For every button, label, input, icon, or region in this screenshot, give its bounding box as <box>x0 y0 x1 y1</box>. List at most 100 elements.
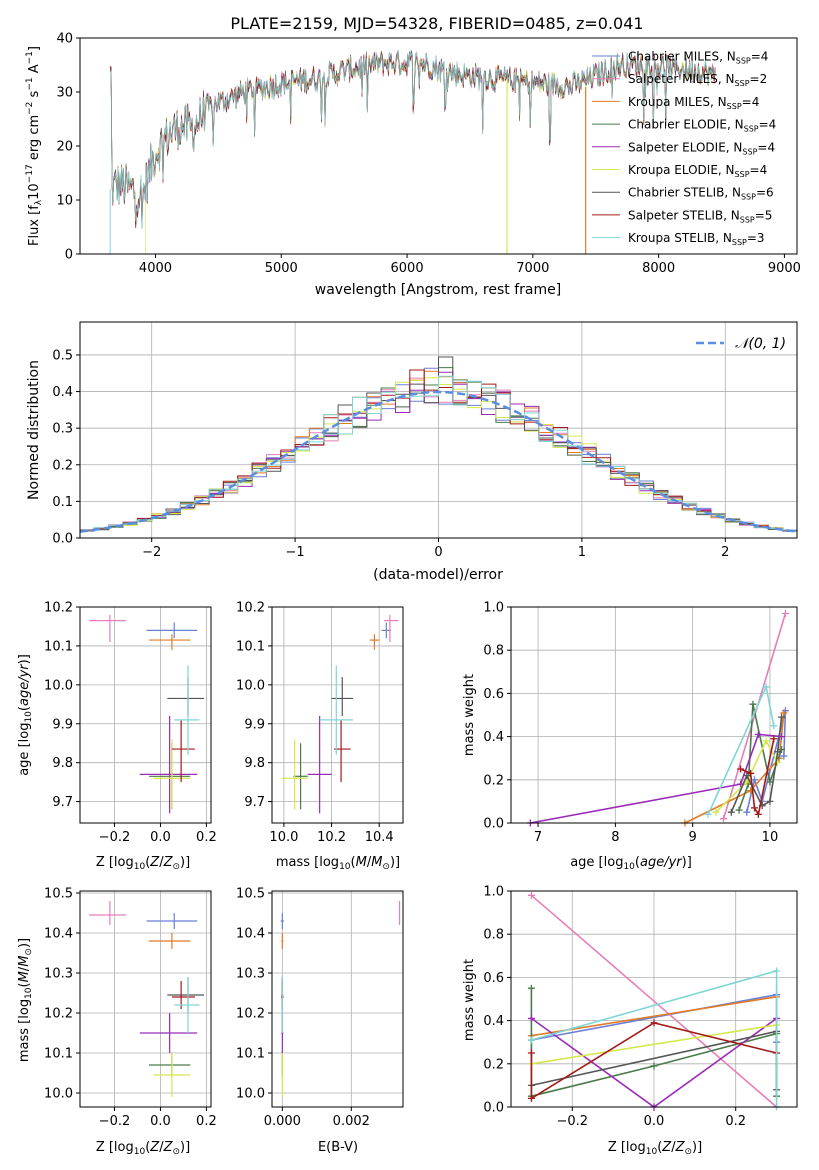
legend-label-5: Kroupa ELODIE, NSSP=4 <box>628 163 767 179</box>
residual-histograms <box>79 356 798 538</box>
x-tick-label: −1 <box>286 545 305 560</box>
mass-ebv-xlabel: E(B-V) <box>318 1140 358 1155</box>
spectrum-panel: 4000 5000 6000 7000 8000 9000 0 10 20 30 40 wavele… <box>25 32 801 299</box>
y-tick-label: 9.9 <box>244 717 265 732</box>
weight-age-marker <box>750 776 758 784</box>
x-tick-label: 10.4 <box>365 830 394 845</box>
weight-z-frame <box>510 890 798 1108</box>
weight-z-lines <box>527 891 781 1111</box>
weight-z-marker <box>527 1049 535 1057</box>
y-tick-label: 0.0 <box>52 532 73 547</box>
spectrum-xlabel: wavelength [Angstrom, rest frame] <box>315 282 561 298</box>
weight-age-xlabel: age [log10(age/yr)] <box>570 855 692 872</box>
weight-z-marker <box>527 1014 535 1022</box>
weight-age-marker <box>727 808 735 816</box>
weight-age-panel: 7 8 9 10 0.0 0.2 0.4 0.6 0.8 1.0 age [log10(age/y… <box>462 601 798 872</box>
y-tick-label: 9.7 <box>52 795 73 810</box>
x-tick-label: 0.002 <box>333 1114 370 1129</box>
y-tick-label: 9.9 <box>52 717 73 732</box>
weight-age-marker <box>770 722 778 730</box>
residual-panel: −2 −1 0 1 2 0.0 0.1 0.2 0.3 0.4 0.5 (data-model)/e… <box>26 321 798 583</box>
weight-z-panel: −0.2 0.0 0.2 0.0 0.2 0.4 0.6 0.8 1.0 Z [log10(Z/… <box>462 885 798 1157</box>
y-tick-label: 10.4 <box>236 927 265 942</box>
y-tick-label: 0.2 <box>483 773 504 788</box>
y-tick-label: 30 <box>56 86 73 101</box>
legend-label-2: Kroupa MILES, NSSP=4 <box>628 95 759 111</box>
legend-label-4: Salpeter ELODIE, NSSP=4 <box>628 140 775 156</box>
x-tick-label: 1 <box>578 545 586 560</box>
weight-age-marker <box>743 808 751 816</box>
y-tick-label: 0.3 <box>52 422 73 437</box>
x-tick-label: 5000 <box>265 261 298 276</box>
weight-age-marker <box>762 737 770 745</box>
y-tick-label: 0.4 <box>483 1014 504 1029</box>
weight-z-line-1 <box>530 894 778 1108</box>
age-z-xlabel: Z [log10(Z/Z⊙)] <box>96 855 190 872</box>
mass-z-panel: −0.2 0.0 0.2 10.0 10.1 10.2 10.3 10.4 10.5 Z [lo… <box>17 887 217 1158</box>
y-tick-label: 0.8 <box>483 644 504 659</box>
y-tick-label: 0.8 <box>483 928 504 943</box>
age-mass-points <box>281 614 399 814</box>
age-z-frame <box>79 606 212 824</box>
weight-z-marker <box>650 1062 658 1070</box>
y-tick-label: 10.1 <box>44 1047 73 1062</box>
y-tick-label: 9.8 <box>52 756 73 771</box>
y-tick-label: 10.5 <box>236 887 265 902</box>
chart-title: PLATE=2159, MJD=54328, FIBERID=0485, z=0… <box>230 14 643 33</box>
y-tick-label: 0.2 <box>483 1057 504 1072</box>
x-tick-label: 0 <box>434 545 442 560</box>
weight-age-marker <box>754 810 762 818</box>
x-tick-label: 0.000 <box>264 1114 301 1129</box>
x-tick-label: 0.0 <box>150 830 171 845</box>
weight-age-marker <box>762 683 770 691</box>
y-tick-label: 9.8 <box>244 756 265 771</box>
legend-label-7: Salpeter STELIB, NSSP=5 <box>628 208 772 224</box>
y-tick-label: 10.0 <box>236 1087 265 1102</box>
age-z-points <box>89 614 205 814</box>
weight-age-line-6 <box>730 717 783 813</box>
y-tick-label: 1.0 <box>483 885 504 900</box>
y-tick-label: 0.5 <box>52 348 73 363</box>
y-tick-label: 1.0 <box>483 601 504 616</box>
y-tick-label: 40 <box>56 32 73 47</box>
weight-z-xlabel: Z [log10(Z/Z⊙)] <box>608 1140 702 1157</box>
legend-label-6: Chabrier STELIB, NSSP=6 <box>628 186 774 202</box>
residual-legend: 𝒩(0, 1) <box>696 336 786 352</box>
weight-age-marker <box>749 700 757 708</box>
weight-age-ylabel: mass weight <box>462 674 477 756</box>
y-tick-label: 10.0 <box>44 1087 73 1102</box>
mass-z-xlabel: Z [log10(Z/Z⊙)] <box>96 1140 190 1157</box>
weight-z-marker <box>527 984 535 992</box>
y-tick-label: 10.3 <box>44 967 73 982</box>
y-tick-label: 10.0 <box>44 678 73 693</box>
y-tick-label: 0.6 <box>483 687 504 702</box>
x-tick-label: 10 <box>762 830 779 845</box>
weight-z-marker <box>527 891 535 899</box>
y-tick-label: 10.1 <box>236 639 265 654</box>
y-tick-label: 10.3 <box>236 967 265 982</box>
weight-age-marker <box>778 746 786 754</box>
y-tick-label: 0.4 <box>483 730 504 745</box>
y-tick-label: 0.2 <box>52 458 73 473</box>
x-tick-label: 8 <box>611 830 619 845</box>
weight-age-marker <box>780 752 788 760</box>
weight-age-lines <box>526 609 789 827</box>
x-tick-label: 2 <box>721 545 729 560</box>
mass-ebv-panel: 0.000 0.002 10.0 10.1 10.2 10.3 10.4 10.5 E(B-V… <box>236 887 404 1155</box>
spectrum-frame <box>79 37 798 255</box>
legend-label-0: Chabrier MILES, NSSP=4 <box>628 50 768 66</box>
weight-z-marker <box>650 1019 658 1027</box>
weight-age-marker <box>735 806 743 814</box>
age-z-ylabel: age [log10(age/yr)] <box>17 654 34 776</box>
weight-age-marker <box>712 808 720 816</box>
age-mass-xlabel: mass [log10(M/M⊙)] <box>276 855 400 872</box>
weight-age-marker <box>704 810 712 818</box>
weight-age-marker <box>770 735 778 743</box>
age-mass-axes: 10.0 10.2 10.4 9.7 9.8 9.9 10.0 10.1 10.2 <box>236 601 403 845</box>
y-tick-label: 9.7 <box>244 795 265 810</box>
y-tick-label: 10.2 <box>44 601 73 616</box>
y-tick-label: 10.1 <box>44 639 73 654</box>
spectrum-axes: 4000 5000 6000 7000 8000 9000 0 10 20 30 40 <box>56 32 801 277</box>
y-tick-label: 10 <box>56 194 73 209</box>
x-tick-label: 4000 <box>139 261 172 276</box>
